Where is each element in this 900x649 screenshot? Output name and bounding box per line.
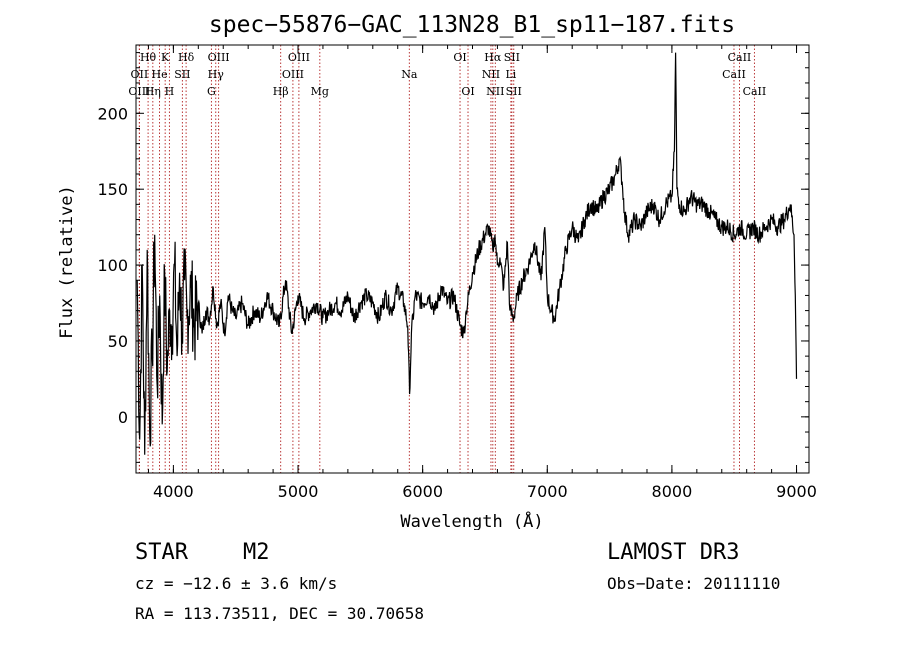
line-label: Hβ <box>273 85 289 98</box>
x-tick-label: 7000 <box>527 482 568 501</box>
line-label: Hδ <box>178 51 195 64</box>
line-label: K <box>161 51 170 64</box>
line-label: OIII <box>208 51 230 64</box>
x-axis-label: Wavelength (Å) <box>400 510 543 530</box>
line-label: OI <box>453 51 466 64</box>
y-axis-label: Flux (relative) <box>57 185 77 339</box>
line-label: Mg <box>311 85 329 98</box>
line-label: Hα <box>484 51 502 64</box>
line-label: Hθ <box>140 51 157 64</box>
line-label: G <box>207 85 216 98</box>
survey-name: LAMOST DR3 <box>607 540 740 565</box>
x-tick-label: 4000 <box>153 482 194 501</box>
observation-date: Obs−Date: 20111110 <box>607 574 781 593</box>
y-tick-label: 50 <box>108 332 128 351</box>
y-axis: 0 50 100 150 200 <box>97 52 809 463</box>
x-tick-label: 5000 <box>278 482 319 501</box>
line-label: SII <box>504 51 520 64</box>
object-class: STAR <box>135 540 188 565</box>
line-markers-group <box>138 45 755 473</box>
line-label: OI <box>461 85 474 98</box>
chart-title: spec−55876−GAC_113N28_B1_sp11−187.fits <box>209 12 735 38</box>
flux-series-line <box>136 52 798 455</box>
x-axis: 4000 5000 6000 7000 8000 9000 <box>147 45 817 501</box>
line-label: Li <box>505 68 516 81</box>
line-label: CaII <box>722 68 746 81</box>
x-tick-label: 6000 <box>402 482 443 501</box>
y-tick-label: 150 <box>97 180 128 199</box>
line-label: H <box>165 85 175 98</box>
y-tick-label: 100 <box>97 256 128 275</box>
line-label: CaII <box>743 85 767 98</box>
line-label: OIII <box>288 51 310 64</box>
x-tick-label: 8000 <box>652 482 693 501</box>
y-tick-label: 200 <box>97 104 128 123</box>
line-label: Hη <box>145 85 161 98</box>
line-label: NII <box>482 68 500 81</box>
line-label: SII <box>174 68 190 81</box>
sky-coordinates: RA = 113.73511, DEC = 30.70658 <box>135 604 424 623</box>
line-label: OIII <box>128 85 150 98</box>
x-tick-label: 9000 <box>776 482 817 501</box>
y-tick-label: 0 <box>118 408 128 427</box>
line-label: Hγ <box>208 68 225 81</box>
line-label: SII <box>506 85 522 98</box>
line-label: OIII <box>282 68 304 81</box>
line-label: He <box>152 68 168 81</box>
line-label: NII <box>486 85 504 98</box>
line-label: CaII <box>728 51 752 64</box>
plot-frame <box>135 44 810 474</box>
object-subclass: M2 <box>243 540 270 565</box>
redshift-velocity: cz = −12.6 ± 3.6 km/s <box>135 574 338 593</box>
line-label: OII <box>131 68 149 81</box>
line-label: Na <box>401 68 418 81</box>
spectrum-chart: spec−55876−GAC_113N28_B1_sp11−187.fits H… <box>57 12 817 530</box>
